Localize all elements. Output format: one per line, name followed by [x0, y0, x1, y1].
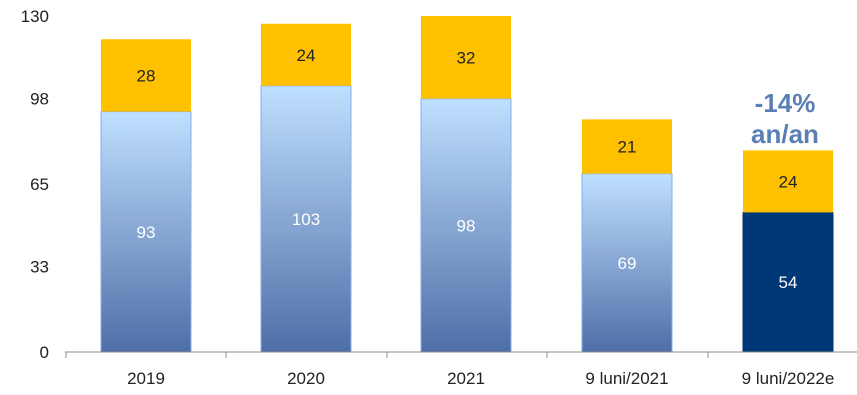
- y-tick-label-0: 0: [40, 343, 49, 362]
- bar-top-label-2: 32: [457, 48, 476, 67]
- bar-base-label-0: 93: [137, 223, 156, 242]
- bar-top-0: [101, 39, 191, 112]
- y-tick-label-2: 65: [30, 175, 49, 194]
- x-tick-label-3: 9 luni/2021: [585, 369, 668, 388]
- bar-top-label-4: 24: [779, 172, 798, 191]
- x-tick-label-2: 2021: [447, 369, 485, 388]
- bar-top-3: [582, 119, 672, 174]
- annotation-period: an/an: [751, 119, 819, 149]
- y-tick-label-4: 130: [21, 7, 49, 26]
- bar-top-1: [261, 23, 351, 86]
- x-tick-label-1: 2020: [287, 369, 325, 388]
- bar-base-label-1: 103: [292, 210, 320, 229]
- y-tick-label-3: 98: [30, 90, 49, 109]
- y-axis: 0 33 65 98 130: [21, 7, 49, 362]
- x-tick-label-4: 9 luni/2022e: [742, 369, 835, 388]
- bar-base-label-2: 98: [457, 216, 476, 235]
- bar-base-label-3: 69: [618, 254, 637, 273]
- y-tick-label-1: 33: [30, 258, 49, 277]
- bar-top-label-0: 28: [137, 66, 156, 85]
- annotation-percent: -14%: [755, 88, 816, 118]
- bar-top-4: [743, 150, 833, 213]
- annotation: -14% an/an: [751, 88, 819, 149]
- bar-base-label-4: 54: [779, 273, 798, 292]
- bar-top-label-3: 21: [618, 138, 637, 157]
- bars: 93 28 103 24 98 32 69 21 54 24: [100, 16, 834, 353]
- bar-top-label-1: 24: [297, 46, 316, 65]
- x-axis: 2019 2020 2021 9 luni/2021 9 luni/2022e: [65, 351, 857, 388]
- bar-top-2: [421, 16, 511, 99]
- bar-base-4: [742, 211, 834, 353]
- bar-base-2: [420, 98, 512, 353]
- x-tick-label-0: 2019: [127, 369, 165, 388]
- bar-base-0: [100, 111, 192, 353]
